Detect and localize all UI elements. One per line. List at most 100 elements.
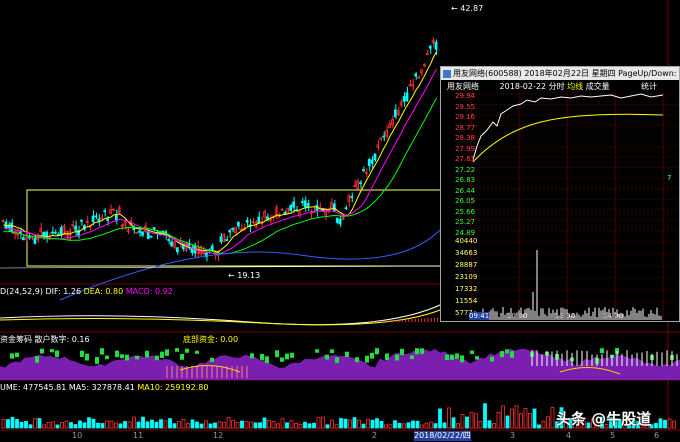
- ma60-line: [59, 229, 441, 301]
- intraday-time-label: 09:41: [469, 312, 490, 320]
- candle-body: [91, 215, 95, 223]
- volume-bar: [577, 421, 582, 429]
- candle-body: [103, 210, 107, 212]
- volume-bar: [456, 423, 460, 429]
- volume-bar: [433, 423, 438, 429]
- ma20-line: [3, 97, 437, 255]
- intraday-popup-window[interactable]: 用友网络(600588) 2018年02月22日 星期四 PageUp/Down…: [440, 66, 680, 322]
- candle-body: [341, 214, 345, 220]
- candle-body: [280, 208, 284, 211]
- macd-dif: DIF: 1.26: [45, 287, 82, 296]
- volume-bar: [663, 419, 667, 429]
- volume-bar: [379, 420, 384, 429]
- intraday-volume-label: 34663: [455, 249, 478, 257]
- intraday-avg-line: [472, 113, 664, 163]
- intraday-volume-label: 40440: [455, 237, 478, 245]
- volume-bar: [253, 422, 258, 429]
- candle-body: [53, 231, 57, 234]
- volume-bar: [658, 418, 663, 429]
- volume-bar: [424, 422, 429, 429]
- macd-value: MACD: 0.92: [125, 287, 173, 296]
- candle-body: [263, 211, 266, 218]
- x-tick-label: 2018/02/22/四: [414, 431, 471, 441]
- volume-bar: [609, 417, 613, 429]
- volume-bar: [586, 422, 591, 429]
- popup-stat-button[interactable]: 统计: [641, 82, 657, 91]
- chip-green-bar: [445, 354, 449, 360]
- volume-bar: [330, 419, 334, 429]
- volume-bar: [631, 419, 636, 429]
- chip-green-bar: [400, 348, 404, 356]
- candle-body: [338, 218, 342, 225]
- popup-title-bar[interactable]: 用友网络(600588) 2018年02月22日 星期四 PageUp/Down…: [441, 67, 679, 80]
- volume-bar: [370, 419, 375, 429]
- intraday-price-label: 29.55: [455, 102, 476, 111]
- volume-bar: [352, 417, 357, 429]
- popup-avg-legend: 均线: [567, 82, 584, 91]
- volume-bar: [78, 420, 82, 429]
- candle-body: [408, 84, 412, 87]
- volume-bar: [442, 422, 447, 429]
- popup-title: 用友网络(600588) 2018年02月22日 星期四 PageUp/Down…: [453, 69, 677, 78]
- volume-bar: [118, 423, 123, 429]
- candle-body: [274, 207, 278, 217]
- volume-bar: [613, 418, 618, 429]
- candle-body: [21, 237, 25, 241]
- chip-green-bar: [455, 353, 459, 359]
- popup-stock-name: 用友网络: [447, 82, 479, 91]
- volume-bar: [568, 418, 573, 429]
- candle-body: [219, 236, 223, 243]
- volume-bar: [267, 419, 271, 429]
- candle-body: [94, 215, 98, 218]
- volume-bar: [429, 421, 433, 429]
- candle-body: [370, 159, 374, 164]
- volume-bar: [127, 421, 132, 429]
- volume-bar: [231, 419, 235, 429]
- volume-bar: [46, 421, 51, 429]
- volume-bar: [10, 416, 15, 429]
- intraday-chart[interactable]: [441, 92, 679, 322]
- chip-green-bar: [35, 356, 39, 363]
- volume-bar: [132, 416, 136, 429]
- chip-green-bar: [15, 352, 19, 358]
- intraday-price-label: 26.05: [455, 197, 476, 205]
- volume-bar: [154, 421, 159, 429]
- volume-bar: [334, 424, 339, 429]
- candle-body: [135, 232, 139, 234]
- intraday-volume-label: 11554: [455, 297, 478, 305]
- candle-body: [315, 205, 319, 212]
- volume-bar: [226, 417, 231, 429]
- chip-legend: 资金筹码 散户数字: 0.16: [0, 335, 90, 345]
- chip-green-bar: [460, 355, 464, 363]
- volume-bar: [420, 424, 424, 429]
- chip-green-bar: [115, 350, 119, 358]
- candle-body: [27, 236, 31, 239]
- volume-bar: [199, 423, 204, 429]
- volume-bar: [388, 424, 393, 429]
- volume-bar: [519, 413, 523, 429]
- volume-bar: [555, 421, 559, 429]
- volume-bar: [271, 421, 276, 429]
- volume-bar: [532, 408, 537, 429]
- candle-body: [225, 239, 229, 242]
- chip-green-bar: [160, 351, 164, 358]
- volume-bar: [91, 418, 96, 429]
- volume-bar: [451, 417, 456, 429]
- x-tick-label: 12: [213, 431, 224, 440]
- x-tick-label: 3: [510, 431, 516, 440]
- intraday-price-label: 26.83: [455, 176, 476, 184]
- intraday-price-label: 29.16: [455, 113, 476, 121]
- chip-green-bar: [85, 353, 89, 361]
- chip-green-bar: [275, 350, 279, 358]
- chip-green-bar: [265, 356, 269, 364]
- volume-bar: [312, 422, 316, 429]
- volume-bar: [325, 424, 330, 429]
- volume-bar: [37, 418, 42, 429]
- chip-green-bar: [40, 348, 44, 354]
- volume-bar: [172, 423, 177, 429]
- chip-green-bar: [100, 348, 104, 355]
- volume-bar: [316, 417, 321, 429]
- candle-body: [396, 110, 400, 116]
- intraday-volume-label: 23109: [455, 273, 478, 281]
- volume-bar: [582, 421, 586, 429]
